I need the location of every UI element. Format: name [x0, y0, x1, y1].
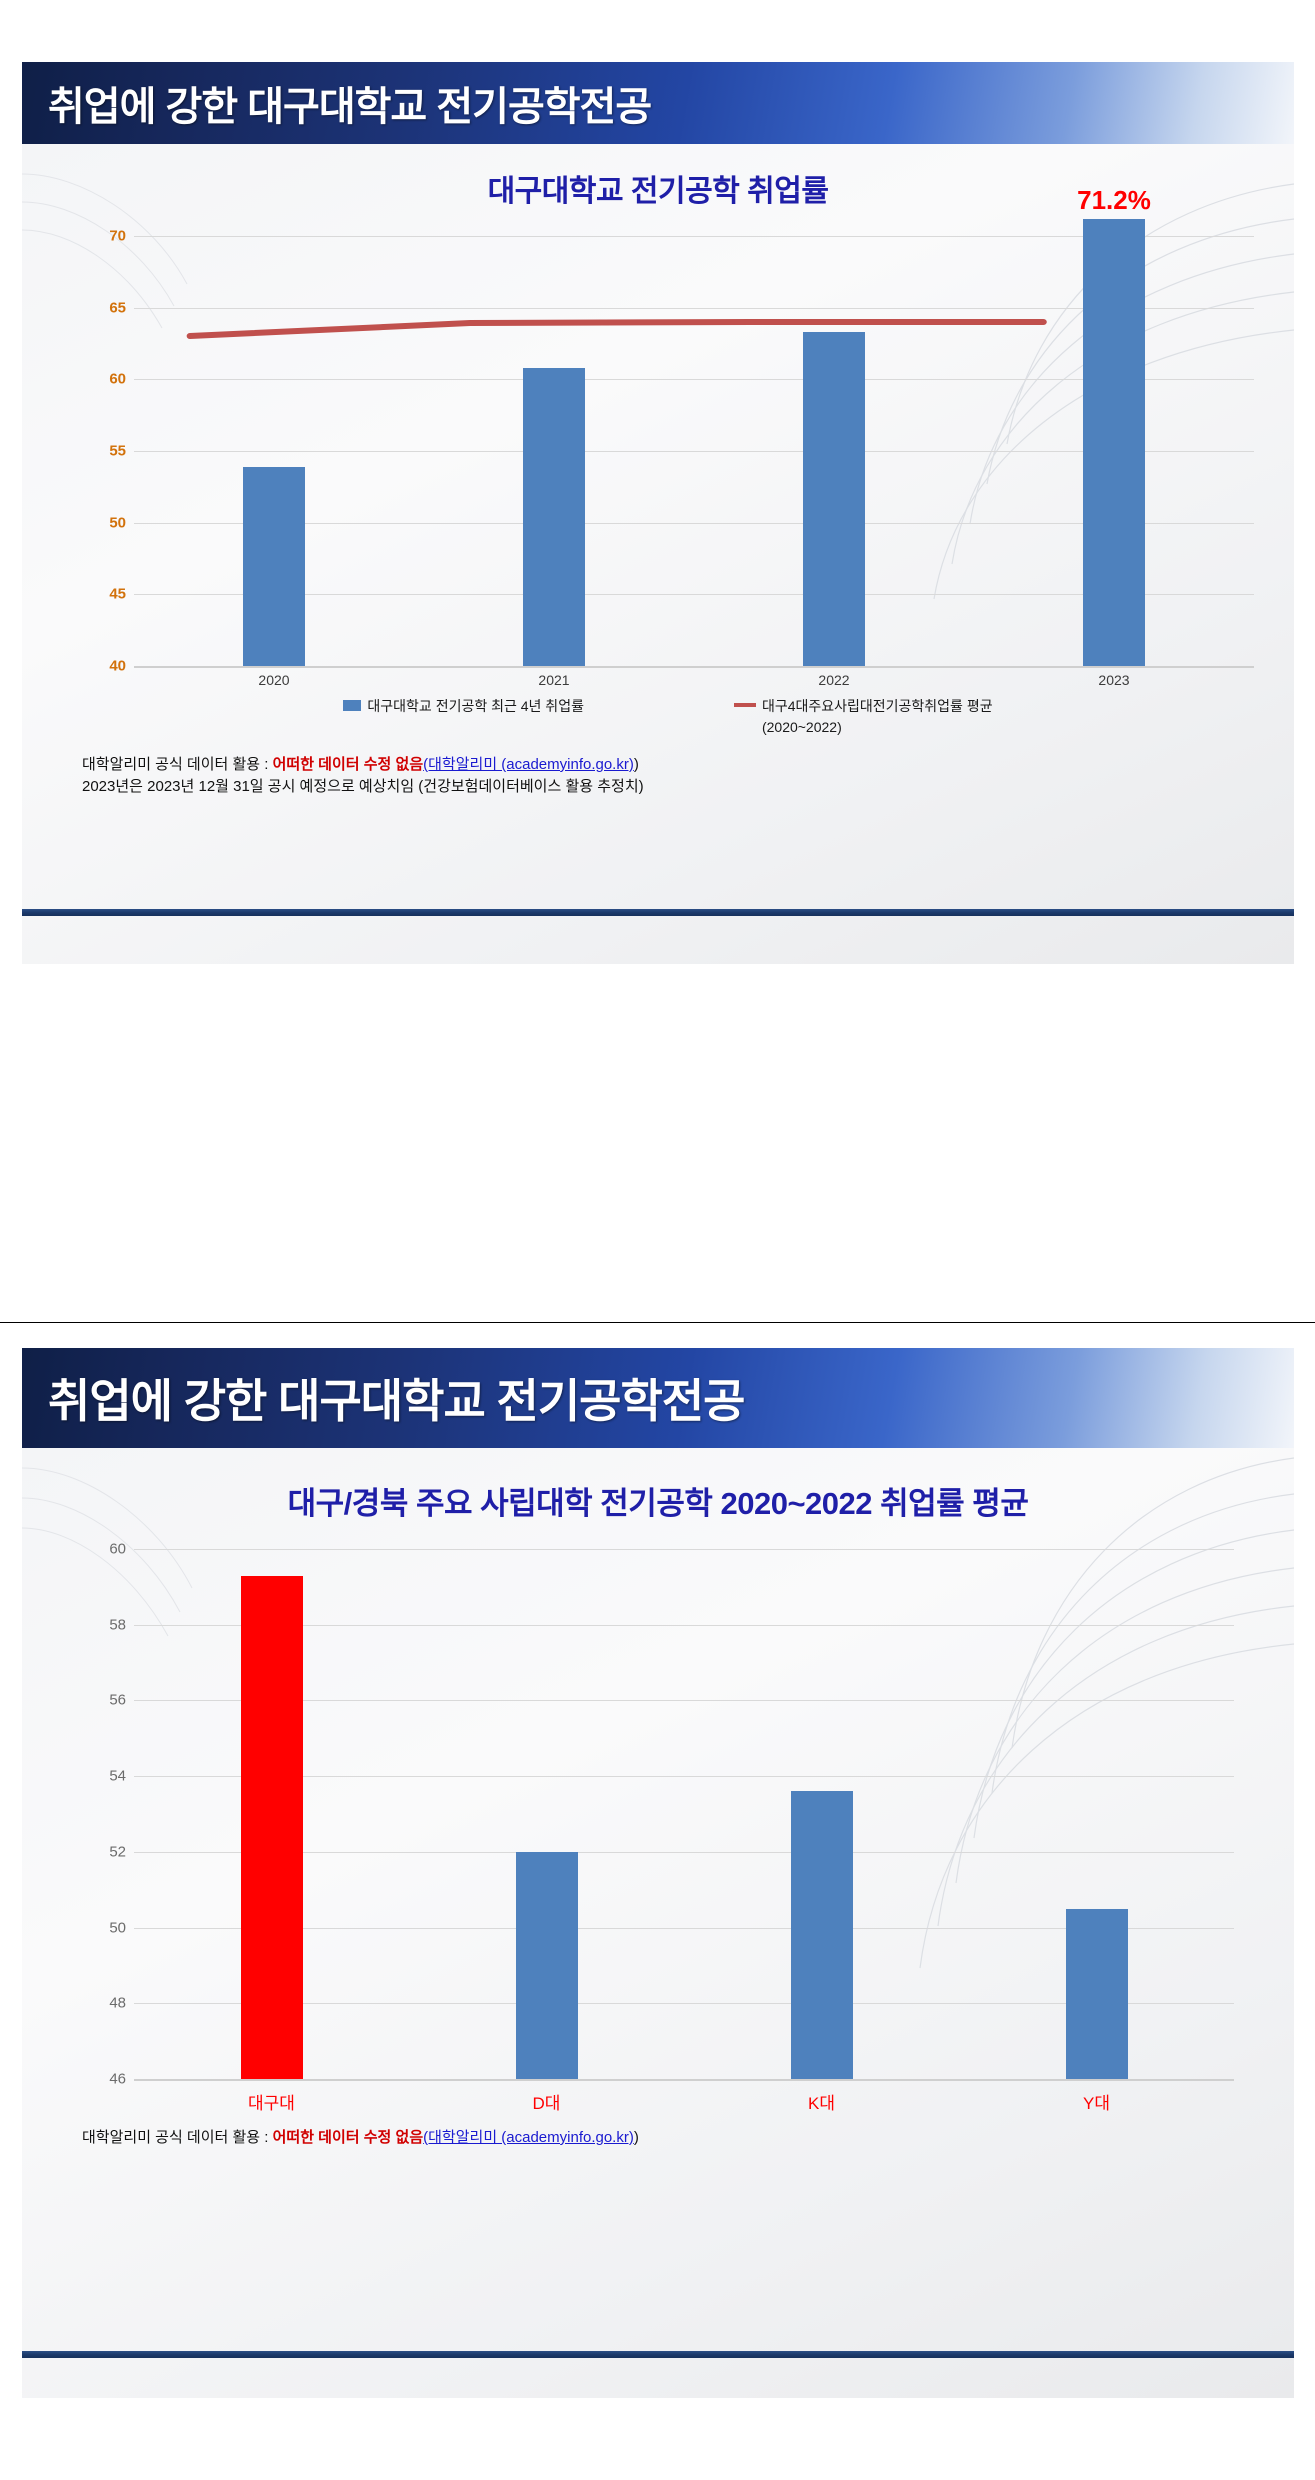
bar-slot: [959, 1549, 1234, 2079]
y-tick: 50: [109, 1919, 126, 1937]
x-tick: 2023: [1098, 672, 1130, 688]
x-tick: 대구대: [248, 2094, 295, 2113]
x-tick: Y대: [1083, 2094, 1110, 2113]
slide-2-body: 대구/경북 주요 사립대학 전기공학 2020~2022 취업률 평균 60 5…: [22, 1448, 1294, 2398]
footnote-1: 대학알리미 공식 데이터 활용 : 어떠한 데이터 수정 없음(대학알리미 (a…: [82, 754, 1294, 798]
legend-item-line: 대구4대주요사립대전기공학취업률 평균 (2020~2022): [733, 696, 993, 738]
y-tick: 60: [109, 370, 126, 388]
chart-legend-1: 대구대학교 전기공학 최근 4년 취업률 대구4대주요사립대전기공학취업률 평균…: [82, 696, 1254, 738]
slide-1-title: 취업에 강한 대구대학교 전기공학전공: [48, 85, 652, 129]
bar-k-univ: [790, 1791, 853, 2079]
y-tick: 70: [109, 227, 126, 245]
footnote-2: 대학알리미 공식 데이터 활용 : 어떠한 데이터 수정 없음(대학알리미 (a…: [82, 2127, 1294, 2149]
line-swatch-icon: [733, 703, 756, 707]
footnote-line-2: 2023년은 2023년 12월 31일 공시 예정으로 예상치임 (건강보험데…: [82, 777, 644, 795]
footnote-link[interactable]: (대학알리미 (academyinfo.go.kr): [423, 756, 634, 773]
legend-sublabel: (2020~2022): [761, 719, 842, 735]
x-axis-1: 2020 2021 2022 2023: [134, 672, 1254, 688]
y-tick: 54: [109, 1767, 126, 1785]
bar-slot: [134, 236, 414, 666]
x-tick: 2021: [538, 672, 570, 688]
slide-1: 취업에 강한 대구대학교 전기공학전공 대구대학교 전기공학 취업률: [22, 62, 1294, 1022]
bar-2022: [803, 332, 865, 666]
university-comparison-chart: 60 58 56 54 52 50 48 46: [82, 1542, 1234, 2113]
footnote-link[interactable]: (대학알리미 (academyinfo.go.kr): [423, 2129, 634, 2146]
gridlines-2: [134, 1549, 1234, 2081]
legend-item-bar: 대구대학교 전기공학 최근 4년 취업률: [343, 696, 584, 738]
bar-series-2: [134, 1549, 1234, 2079]
footnote-emphasis: 어떠한 데이터 수정 없음: [272, 2129, 424, 2146]
bar-slot: [694, 236, 974, 666]
y-tick: 45: [109, 585, 126, 603]
bar-2020: [243, 466, 305, 666]
footnote-emphasis: 어떠한 데이터 수정 없음: [272, 756, 424, 773]
y-tick: 55: [109, 442, 126, 460]
bar-y-univ: [1065, 1908, 1128, 2079]
slide-2-title: 취업에 강한 대구대학교 전기공학전공: [48, 1375, 745, 1427]
slide-1-footer-rule: [22, 909, 1294, 916]
y-tick: 40: [109, 657, 126, 675]
chart-title-1: 대구대학교 전기공학 취업률: [487, 175, 829, 208]
bar-slot: [134, 1549, 409, 2079]
y-axis-1: 70 65 60 55 50 45 40: [82, 229, 134, 674]
bar-swatch-icon: [343, 700, 362, 711]
legend-label: 대구4대주요사립대전기공학취업률 평균: [761, 698, 993, 714]
slide-separator: [0, 1322, 1315, 1323]
slide-2: 취업에 강한 대구대학교 전기공학전공 대구/경북 주요: [22, 1348, 1294, 2438]
bar-2023: 71.2%: [1077, 185, 1151, 666]
footnote-suffix: ): [633, 756, 639, 773]
y-tick: 52: [109, 1843, 126, 1861]
legend-label: 대구대학교 전기공학 최근 4년 취업률: [367, 698, 584, 714]
bar-value-label-2023: 71.2%: [1077, 184, 1151, 215]
bar-slot: [684, 1549, 959, 2079]
bar-daegu-univ: [240, 1575, 303, 2079]
y-tick: 60: [109, 1540, 126, 1558]
slide-1-title-banner: 취업에 강한 대구대학교 전기공학전공: [22, 62, 1294, 144]
y-axis-2: 60 58 56 54 52 50 48 46: [82, 1542, 134, 2087]
y-tick: 56: [109, 1691, 126, 1709]
slide-2-title-banner: 취업에 강한 대구대학교 전기공학전공: [22, 1348, 1294, 1448]
bar-slot: [414, 236, 694, 666]
bar-slot: [409, 1549, 684, 2079]
y-tick: 48: [109, 1994, 126, 2012]
bar-2021: [523, 367, 585, 666]
gridlines-1: [134, 236, 1254, 668]
bar-d-univ: [515, 1851, 578, 2079]
y-tick: 65: [109, 299, 126, 317]
bar-series-1: 71.2%: [134, 185, 1254, 666]
x-tick: K대: [808, 2094, 835, 2113]
employment-rate-chart: 70 65 60 55 50 45 40: [82, 185, 1254, 688]
footnote-prefix: 대학알리미 공식 데이터 활용 :: [82, 756, 273, 773]
y-tick: 50: [109, 514, 126, 532]
slide-2-footer-rule: [22, 2351, 1294, 2358]
y-tick: 58: [109, 1616, 126, 1634]
slide-1-body: 대구대학교 전기공학 취업률 70 65 60 55 50 45 40: [22, 144, 1294, 964]
footnote-prefix: 대학알리미 공식 데이터 활용 :: [82, 2129, 273, 2146]
y-tick: 46: [109, 2070, 126, 2088]
x-tick: 2022: [818, 672, 850, 688]
footnote-line-1: 대학알리미 공식 데이터 활용 : 어떠한 데이터 수정 없음(대학알리미 (a…: [82, 2127, 1294, 2149]
footnote-suffix: ): [633, 2129, 639, 2146]
x-tick: 2020: [258, 672, 290, 688]
x-axis-2: 대구대 D대 K대 Y대: [134, 2089, 1234, 2114]
bar-slot: 71.2%: [974, 185, 1254, 666]
x-tick: D대: [532, 2094, 561, 2113]
footnote-line-1: 대학알리미 공식 데이터 활용 : 어떠한 데이터 수정 없음(대학알리미 (a…: [82, 754, 1294, 776]
chart-title-2: 대구/경북 주요 사립대학 전기공학 2020~2022 취업률 평균: [287, 1486, 1029, 1521]
legend-label-wrap: 대구4대주요사립대전기공학취업률 평균 (2020~2022): [762, 696, 993, 738]
